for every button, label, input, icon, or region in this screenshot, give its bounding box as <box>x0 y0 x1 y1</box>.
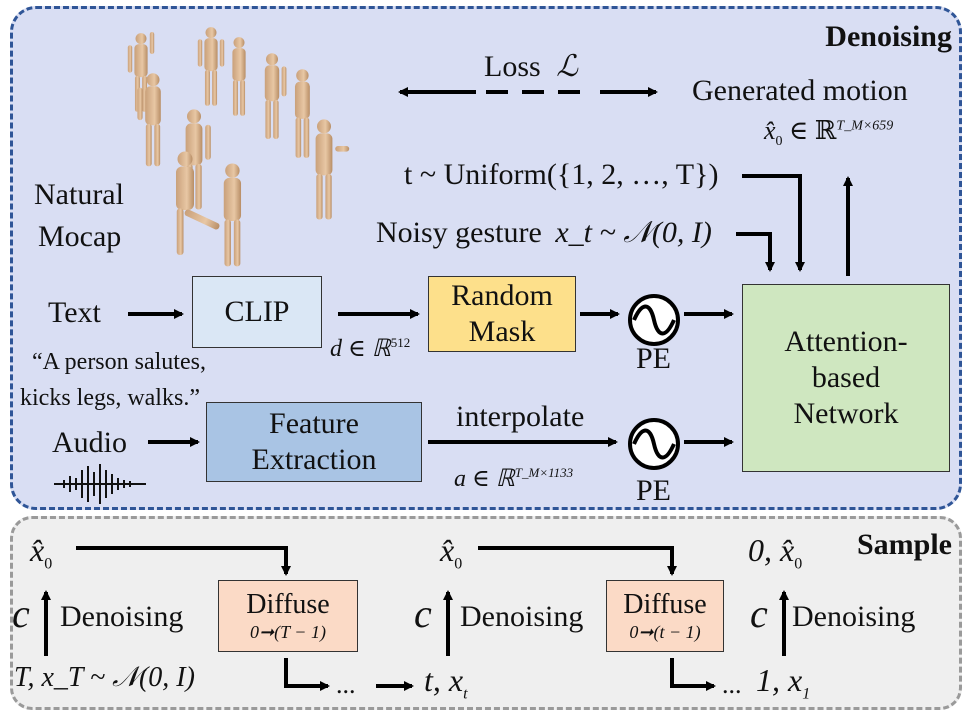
denoising-label-right: Denoising <box>792 600 916 633</box>
one-x1-label: 1, x1 <box>756 662 811 703</box>
generated-motion-label: Generated motion <box>692 74 908 107</box>
sample-title: Sample <box>856 528 952 561</box>
condition-c-right: c <box>750 591 768 636</box>
interpolate-label: interpolate <box>456 400 585 433</box>
noisy-gesture-label: Noisy gesture x_t ~ 𝒩(0, I) <box>376 216 712 249</box>
quote-line1: “A person salutes, <box>32 349 206 375</box>
pe-label-bottom: PE <box>636 474 672 507</box>
t-xt-label: t, xt <box>424 662 468 703</box>
audio-waveform-icon <box>54 464 146 504</box>
t-uniform-formula: t ~ Uniform({1, 2, …, T}) <box>404 158 719 191</box>
ellipsis-left: ... <box>336 670 356 699</box>
x0-formula: x̂0 ∈ ℝT_M×659 <box>764 116 894 150</box>
quote-line2: kicks legs, walks.” <box>20 385 200 411</box>
pe-label-top: PE <box>636 342 672 375</box>
d-formula: d ∈ ℝ512 <box>330 335 411 362</box>
attention-network-box: Attention- based Network <box>742 284 950 472</box>
denoising-label-left: Denoising <box>60 600 184 633</box>
condition-c-mid: c <box>414 591 432 636</box>
feature-extraction-box: Feature Extraction <box>206 402 422 482</box>
diffuse-box-mid: Diffuse 0➞(t − 1) <box>606 580 724 652</box>
human-figures-image <box>127 27 350 267</box>
ellipsis-right: ... <box>722 670 742 699</box>
natural-label: Natural <box>34 178 124 211</box>
positional-encoding-icon <box>628 418 680 470</box>
audio-label: Audio <box>52 426 127 459</box>
random-mask-box: Random Mask <box>428 276 576 352</box>
text-label: Text <box>48 296 101 329</box>
clip-box: CLIP <box>192 276 322 348</box>
loss-symbol: ℒ <box>556 50 578 83</box>
diffuse-box-left: Diffuse 0➞(T − 1) <box>218 580 358 652</box>
a-formula: a ∈ ℝT_M×1133 <box>454 465 574 492</box>
start-formula: T, x_T ~ 𝒩(0, I) <box>14 662 195 693</box>
loss-label: Loss ℒ <box>484 50 578 83</box>
final-output: 0, x̂0 <box>748 532 803 573</box>
mocap-label: Mocap <box>38 220 122 253</box>
denoising-title: Denoising <box>825 20 952 53</box>
positional-encoding-icon <box>628 294 680 346</box>
condition-c-left: c <box>12 591 30 636</box>
x0-hat-left: x̂0 <box>30 532 53 573</box>
x0-hat-mid: x̂0 <box>440 532 463 573</box>
denoising-label-mid: Denoising <box>460 600 584 633</box>
